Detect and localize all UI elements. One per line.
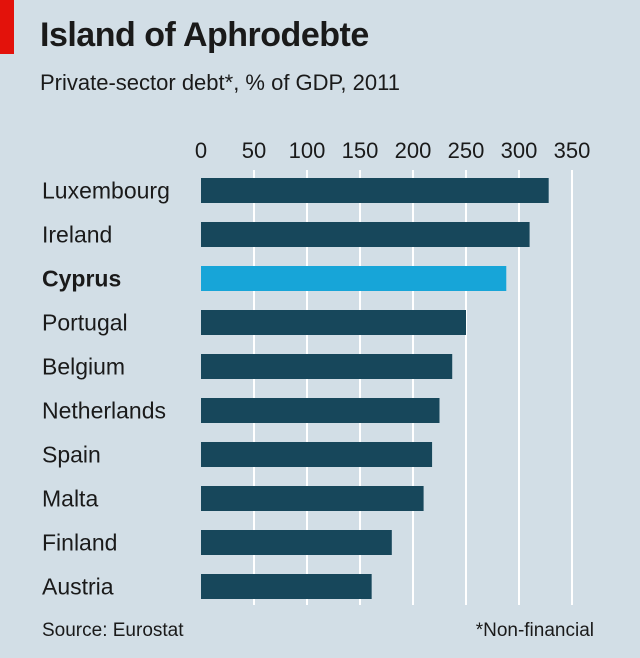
chart-title: Island of Aphrodebte: [40, 16, 369, 54]
category-label-belgium: Belgium: [42, 354, 125, 380]
category-label-spain: Spain: [42, 442, 101, 468]
x-tick-label-350: 350: [554, 138, 591, 163]
category-label-cyprus: Cyprus: [42, 266, 121, 292]
category-label-finland: Finland: [42, 530, 117, 556]
footnote: *Non-financial: [475, 620, 594, 641]
category-label-malta: Malta: [42, 486, 98, 512]
x-tick-label-0: 0: [195, 138, 207, 163]
x-tick-label-100: 100: [289, 138, 326, 163]
category-label-luxembourg: Luxembourg: [42, 178, 170, 204]
bar-portugal: [201, 310, 466, 335]
x-tick-label-150: 150: [342, 138, 379, 163]
x-tick-label-300: 300: [501, 138, 538, 163]
chart-subtitle: Private-sector debt*, % of GDP, 2011: [40, 70, 400, 95]
bar-ireland: [201, 222, 530, 247]
category-label-ireland: Ireland: [42, 222, 112, 248]
bar-austria: [201, 574, 372, 599]
bar-malta: [201, 486, 424, 511]
bar-netherlands: [201, 398, 440, 423]
category-label-portugal: Portugal: [42, 310, 128, 336]
accent-tag: [0, 0, 14, 54]
bar-belgium: [201, 354, 453, 379]
x-tick-label-50: 50: [242, 138, 266, 163]
bar-spain: [201, 442, 433, 467]
bar-luxembourg: [201, 178, 549, 203]
bar-cyprus: [201, 266, 507, 291]
x-tick-label-200: 200: [395, 138, 432, 163]
bar-finland: [201, 530, 392, 555]
category-label-austria: Austria: [42, 574, 114, 600]
source-note: Source: Eurostat: [42, 620, 184, 641]
category-label-netherlands: Netherlands: [42, 398, 166, 424]
x-tick-label-250: 250: [448, 138, 485, 163]
